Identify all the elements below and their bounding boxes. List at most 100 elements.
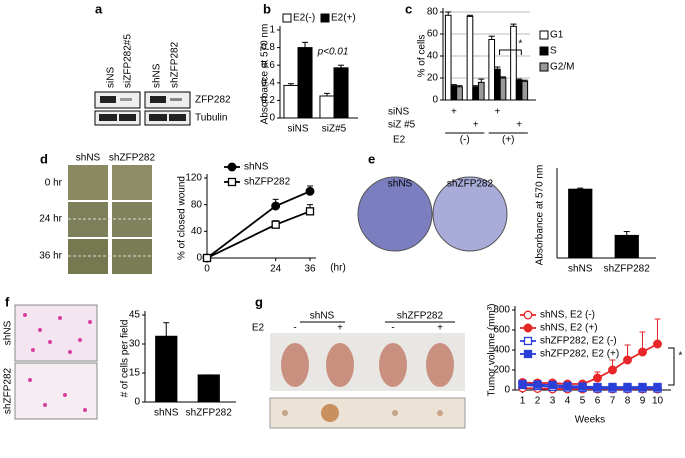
x-tick-label: 2 (535, 396, 541, 407)
band-label: ZFP282 (195, 95, 231, 106)
x-tick-label: shZFP282 (604, 264, 651, 275)
legend-label: G1 (550, 30, 564, 41)
image-label: shNS (3, 320, 14, 345)
bar (283, 84, 299, 119)
y-tick-label: 0 (432, 95, 438, 106)
y-tick-label: 200 (493, 365, 510, 376)
mouse-images (269, 321, 466, 429)
marker (227, 162, 237, 172)
row-label: siNS (388, 107, 409, 118)
x-axis-label: (hr) (330, 263, 346, 274)
image-label: - (293, 323, 296, 334)
bar (297, 47, 313, 119)
y-axis-label: Absorbance at 570 nm (260, 24, 271, 125)
y-tick-label: 40 (427, 51, 439, 62)
bar (488, 39, 496, 101)
bar (499, 77, 507, 101)
image-label: shNS (310, 311, 335, 322)
lane-label: shZFP282 (170, 41, 181, 88)
marker (202, 253, 212, 263)
row-label: E2 (393, 135, 406, 146)
y-tick-label: 45 (129, 310, 141, 321)
y-tick-label: 400 (493, 345, 510, 356)
annotation: p<0.01 (317, 47, 349, 58)
bar (444, 14, 452, 101)
y-tick-label: 1 (269, 25, 275, 36)
marker (653, 339, 662, 349)
panel-letter: d (40, 151, 48, 166)
series-line (522, 343, 658, 385)
marker (623, 382, 632, 392)
marker (608, 382, 617, 392)
x-tick-label: 0 (204, 264, 210, 275)
legend-label: E2(-) (293, 13, 315, 24)
panel-letter: f (5, 294, 10, 309)
x-tick-label: shNS (568, 264, 593, 275)
marker (638, 347, 647, 357)
panel-letter: b (263, 1, 271, 16)
legend-label: E2(+) (331, 13, 356, 24)
legend-swatch (320, 13, 330, 23)
blot-image (94, 91, 191, 126)
y-tick-label: 0 (134, 397, 140, 408)
marker (271, 220, 280, 229)
image-label: shZFP282 (397, 311, 444, 322)
x-tick-label: 5 (580, 396, 586, 407)
legend-label: shNS, E2 (-) (540, 310, 595, 321)
image-label: E2 (252, 323, 265, 334)
image-label: 0 hr (45, 178, 63, 189)
marker (227, 177, 237, 187)
bracket (499, 49, 522, 55)
bar (510, 25, 517, 101)
x-tick-label: siZ#5 (322, 124, 347, 135)
lane-label: shNS (152, 63, 163, 88)
legend-label: shNS, E2 (+) (540, 323, 598, 334)
image-label: shNS (76, 153, 101, 164)
x-tick-label: 3 (550, 396, 556, 407)
row-mark: + (451, 107, 457, 118)
bar (155, 335, 178, 403)
legend-label: G2/M (550, 62, 574, 73)
legend-label: shZFP282, E2 (-) (540, 336, 617, 347)
x-tick-label: 10 (652, 396, 664, 407)
wound-images (68, 165, 152, 274)
bar (450, 85, 458, 101)
x-tick-label: 4 (565, 396, 571, 407)
marker (608, 365, 617, 375)
bar (197, 374, 220, 403)
x-tick-label: 6 (595, 396, 601, 407)
marker (563, 381, 572, 391)
image-label: 24 hr (39, 214, 62, 225)
image-label: + (437, 323, 443, 334)
row-mark: + (516, 120, 522, 131)
y-tick-label: 30 (129, 339, 141, 350)
marker (523, 323, 533, 333)
y-axis-label: # of cells per field (120, 320, 131, 398)
series-line (522, 384, 658, 390)
row-label: siZ #5 (388, 120, 416, 131)
y-tick-label: 80 (191, 199, 203, 210)
x-tick-label: 9 (640, 396, 646, 407)
marker (638, 382, 647, 392)
y-tick-label: 80 (427, 7, 439, 18)
lane-label: siNS (106, 67, 117, 88)
x-tick-label: 24 (270, 264, 282, 275)
y-axis-label: % of closed wound (177, 176, 188, 260)
y-tick-label: 600 (493, 325, 510, 336)
bar (472, 86, 479, 101)
bar (333, 67, 349, 119)
marker (523, 310, 533, 320)
y-tick-label: 60 (427, 29, 439, 40)
marker (518, 379, 527, 389)
image-label: 36 hr (39, 251, 62, 262)
panel-letter: c (405, 1, 412, 16)
group-label: (-) (460, 135, 470, 146)
legend-label: S (550, 46, 557, 57)
y-axis-label: Absorbance at 570 nm (535, 165, 546, 266)
marker (523, 336, 533, 346)
y-tick-label: 20 (427, 73, 439, 84)
legend-swatch (282, 13, 292, 23)
image-label: shZFP282 (109, 153, 156, 164)
